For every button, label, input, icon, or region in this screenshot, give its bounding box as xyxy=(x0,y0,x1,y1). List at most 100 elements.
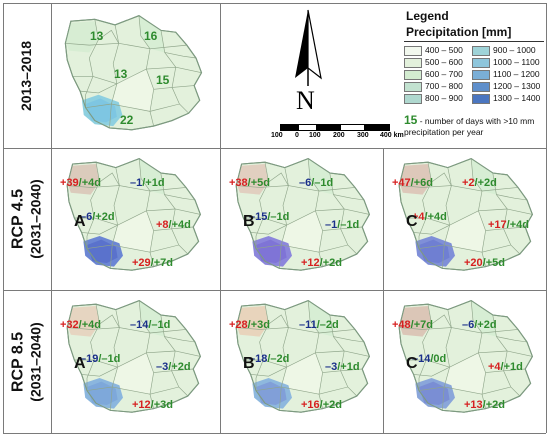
grid-line-bottom xyxy=(3,433,546,434)
change-label: –14/0d xyxy=(412,353,447,365)
legend-class-label: 700 – 800 xyxy=(425,81,463,91)
district-border xyxy=(74,208,201,226)
legend: Legend Precipitation [mm] 400 – 500 500 –… xyxy=(398,6,546,146)
row-title: RCP 8.5 xyxy=(10,331,27,392)
map-svg xyxy=(66,299,201,413)
district-border xyxy=(99,172,120,186)
district-border xyxy=(250,224,287,235)
legend-class-label: 400 – 500 xyxy=(425,45,463,55)
change-label: +32/+4d xyxy=(60,319,101,331)
district-border xyxy=(86,162,100,249)
change-label: –3/+2d xyxy=(156,361,191,373)
row-label-rcp45: RCP 4.5 (2031–2040) xyxy=(3,148,51,290)
change-label: –1/–1d xyxy=(325,219,360,231)
district-border xyxy=(98,29,119,44)
district-border xyxy=(110,309,120,411)
change-label: –19/–1d xyxy=(80,353,121,365)
district-border xyxy=(418,386,511,395)
map-group xyxy=(398,157,533,271)
change-label: +12/+3d xyxy=(132,399,173,411)
north-arrow: N xyxy=(283,8,333,118)
district-border xyxy=(153,85,195,90)
row-title: RCP 4.5 xyxy=(10,188,27,250)
region-northwest xyxy=(67,306,100,337)
district-border xyxy=(268,314,289,328)
map-svg xyxy=(66,157,201,271)
region-northwest xyxy=(67,164,100,195)
change-label: +13/+2d xyxy=(464,399,505,411)
row-subtitle: (2031–2040) xyxy=(28,179,44,259)
baseline-day-count: 15 xyxy=(156,73,170,87)
region-patch xyxy=(112,210,154,253)
district-border xyxy=(80,83,118,94)
district-border xyxy=(74,350,201,368)
district-border xyxy=(492,172,521,255)
north-arrow-icon xyxy=(295,9,322,86)
map-rcp45-b: +38/+5d –6/–1d –15/–1d –1/–1d +12/+2d B xyxy=(221,149,383,290)
region-patch xyxy=(471,300,497,337)
district-border xyxy=(492,314,521,397)
scale-tick: 0 xyxy=(295,132,299,139)
scale-tick: 400 km xyxy=(380,132,404,139)
scale-tick: 100 xyxy=(309,132,321,139)
scale-tick: 300 xyxy=(357,132,369,139)
row-subtitle: (2031–2040) xyxy=(28,321,44,402)
legend-class-label: 1100 – 1200 xyxy=(493,69,540,79)
map-svg xyxy=(398,157,533,271)
map-rcp85-c: +48/+7d –6/+2d –14/0d +4/+1d +13/+2d C xyxy=(384,291,546,433)
legend-swatch-right-2 xyxy=(472,70,490,80)
grid-line-right xyxy=(546,3,547,433)
map-group xyxy=(235,157,370,271)
district-border xyxy=(413,224,450,235)
map-svg xyxy=(235,157,370,271)
district-border xyxy=(418,162,432,249)
district-border xyxy=(110,167,120,269)
legend-subtitle: Precipitation [mm] xyxy=(406,25,512,39)
district-border xyxy=(406,208,533,226)
legend-swatch-left-3 xyxy=(404,82,422,92)
region-patch xyxy=(112,352,154,395)
district-border xyxy=(164,194,196,201)
district-border xyxy=(255,162,269,249)
district-border xyxy=(255,304,269,391)
change-label: +17/+4d xyxy=(488,219,529,231)
district-border xyxy=(255,386,348,395)
district-border xyxy=(329,314,358,397)
legend-swatch-right-0 xyxy=(472,46,490,56)
district-border xyxy=(250,366,287,377)
map-svg xyxy=(398,299,533,413)
change-label: –1/+1d xyxy=(130,177,165,189)
change-label: –6/+2d xyxy=(462,319,497,331)
grid-line-row1 xyxy=(3,148,546,149)
region-border xyxy=(64,15,203,131)
panel-letter: B xyxy=(243,213,255,230)
map-group xyxy=(235,299,370,413)
region-patch xyxy=(444,352,486,395)
map-baseline: 13 16 13 15 22 xyxy=(52,4,220,148)
district-border xyxy=(153,226,194,231)
change-label: –3/+1d xyxy=(325,361,360,373)
district-border xyxy=(153,368,194,373)
panel-letter: A xyxy=(74,213,86,230)
scale-bar: 100 0 100 200 300 400 km xyxy=(270,120,410,150)
change-label: –15/–1d xyxy=(249,211,290,223)
district-border xyxy=(85,19,99,108)
district-border xyxy=(85,103,180,112)
region-northwest xyxy=(236,306,269,337)
panel-letter: A xyxy=(74,355,86,372)
change-label: +39/+4d xyxy=(60,177,101,189)
grid-line-left xyxy=(3,3,4,433)
district-border xyxy=(406,350,533,368)
region-border xyxy=(398,299,533,413)
district-border xyxy=(160,172,189,255)
map-group xyxy=(66,299,201,413)
district-border xyxy=(86,386,179,395)
region-patch xyxy=(111,69,154,112)
grid-line-col1 xyxy=(220,3,221,433)
row-label-rcp85: RCP 8.5 (2031–2040) xyxy=(3,290,51,433)
change-label: +28/+3d xyxy=(229,319,270,331)
district-border xyxy=(322,368,363,373)
legend-swatch-left-4 xyxy=(404,94,422,104)
region-northwest xyxy=(65,21,99,53)
map-group xyxy=(64,15,203,131)
